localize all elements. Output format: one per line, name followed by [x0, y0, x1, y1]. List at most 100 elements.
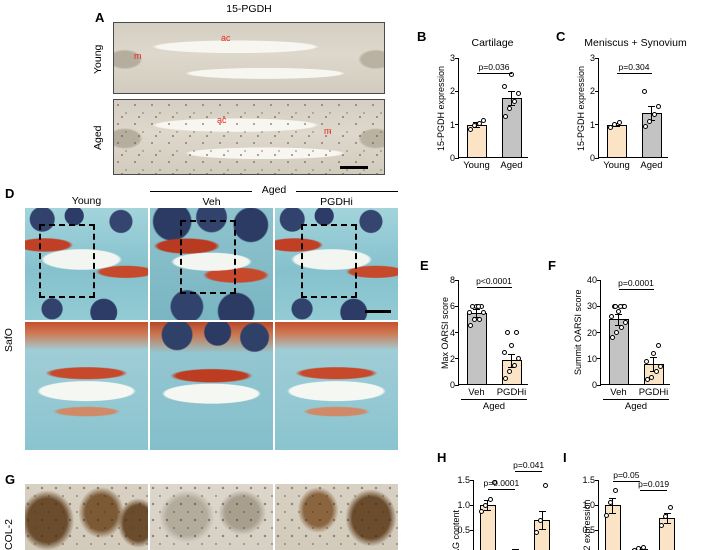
data-point — [507, 369, 512, 375]
data-point — [502, 349, 507, 355]
significance-bracket — [640, 490, 668, 491]
safo-image-veh-top — [150, 208, 273, 320]
data-point — [470, 303, 475, 309]
group-label: Aged — [482, 401, 506, 412]
y-tick-label: 0 — [591, 380, 597, 390]
data-point — [642, 88, 647, 94]
data-point — [477, 316, 482, 322]
error-bar — [476, 308, 477, 317]
data-point — [654, 369, 659, 375]
error-bar — [612, 497, 614, 513]
y-tick — [595, 504, 599, 506]
panel-letter-g: G — [5, 472, 16, 487]
error-bar-cap — [538, 511, 546, 512]
aged-group-label: Aged — [251, 184, 297, 196]
annotation-m: m — [324, 126, 332, 136]
col2-image-veh — [150, 484, 273, 550]
data-point — [612, 122, 617, 128]
roi-dashed-box — [39, 224, 95, 298]
significance-bracket — [612, 481, 640, 482]
y-tick-label: 2 — [589, 86, 595, 97]
y-tick — [455, 57, 459, 59]
y-tick-label: 1.0 — [582, 500, 595, 510]
error-bar — [618, 314, 619, 325]
data-point — [483, 502, 489, 508]
y-tick-label: 40 — [586, 275, 597, 285]
plot-area: 0 1 2 3 Young Aged p=0.036 — [450, 53, 528, 171]
significance-bracket — [618, 289, 654, 291]
panel-letter-d: D — [5, 186, 15, 201]
y-tick — [455, 305, 459, 307]
chart-title: Cartilage — [471, 37, 514, 49]
data-point — [502, 83, 507, 89]
error-bar-cap — [538, 529, 546, 530]
panel-a-row-label-aged: Aged — [92, 125, 104, 151]
plot-area: 00.51.01.5p=0.05p=0.019 — [582, 470, 680, 550]
x-category-label: Veh — [468, 387, 485, 398]
p-value-label: p=0.304 — [618, 62, 650, 72]
data-point — [658, 522, 664, 528]
y-tick-label: 30 — [586, 301, 597, 312]
data-point — [651, 351, 656, 356]
y-tick — [455, 358, 459, 360]
error-bar-cap — [508, 90, 515, 92]
y-tick-label: 6 — [449, 301, 455, 312]
panel-a-row-label-young: Young — [92, 44, 104, 74]
significance-bracket — [476, 287, 512, 289]
error-bar-cap — [650, 370, 657, 372]
data-bar — [608, 319, 629, 385]
x-category-label: Aged — [640, 160, 663, 171]
chart-col2-expression: COL-2 expression 00.51.01.5p=0.05p=0.019 — [560, 448, 715, 550]
plot-area: 0 2 4 6 8 Veh PGDHi p<0.0001 Aged — [450, 275, 528, 412]
data-point — [472, 316, 477, 322]
data-point — [481, 310, 486, 316]
x-category-label: Aged — [500, 160, 523, 171]
data-point — [509, 343, 514, 349]
chart-summit-oarsi: Summit OARSI score 0 10 20 30 40 Veh PGDHi p=0.… — [545, 256, 710, 426]
panel-letter-a: A — [95, 10, 105, 25]
data-point — [516, 356, 521, 362]
annotation-ac: ac — [217, 115, 227, 125]
error-bar-cap — [473, 127, 480, 129]
group-underline — [603, 399, 669, 400]
data-point — [537, 517, 543, 523]
safo-image-veh-zoom — [150, 322, 273, 450]
data-point — [476, 303, 481, 309]
group-label: Aged — [624, 401, 648, 412]
plot-area: 0 1 2 3 Young Aged p=0.304 — [590, 53, 668, 171]
error-bar — [511, 353, 512, 367]
x-category-label: Veh — [610, 387, 627, 398]
data-point — [503, 113, 508, 119]
col2-image-young — [25, 484, 148, 550]
data-point — [613, 487, 619, 493]
y-tick — [470, 504, 474, 506]
y-tick — [455, 279, 459, 281]
error-bar-cap — [508, 366, 515, 368]
error-bar-cap — [484, 500, 492, 501]
safo-image-young-zoom — [25, 322, 148, 450]
data-point — [623, 319, 628, 325]
data-point — [652, 112, 657, 118]
data-point — [468, 127, 473, 133]
safo-image-young-top — [25, 208, 148, 320]
data-point — [656, 103, 661, 109]
error-bar-cap — [648, 106, 655, 108]
y-tick-label: 0 — [449, 380, 455, 390]
scale-bar — [365, 310, 391, 313]
p-value-label: p=0.019 — [638, 479, 670, 489]
data-point — [604, 512, 610, 518]
data-point — [656, 343, 661, 349]
data-bar — [606, 124, 627, 158]
stain-speckles — [150, 484, 273, 550]
panel-letter-h: H — [437, 450, 447, 465]
column-header-young: Young — [71, 195, 102, 207]
stain-speckles — [275, 484, 398, 550]
error-bar-cap — [484, 510, 492, 511]
y-tick — [595, 90, 599, 92]
stain-speckles — [114, 100, 384, 174]
data-point — [613, 303, 618, 309]
ihc-image-young: ac m — [113, 22, 385, 94]
y-tick — [597, 279, 601, 281]
panel-letter-c: C — [556, 29, 566, 44]
